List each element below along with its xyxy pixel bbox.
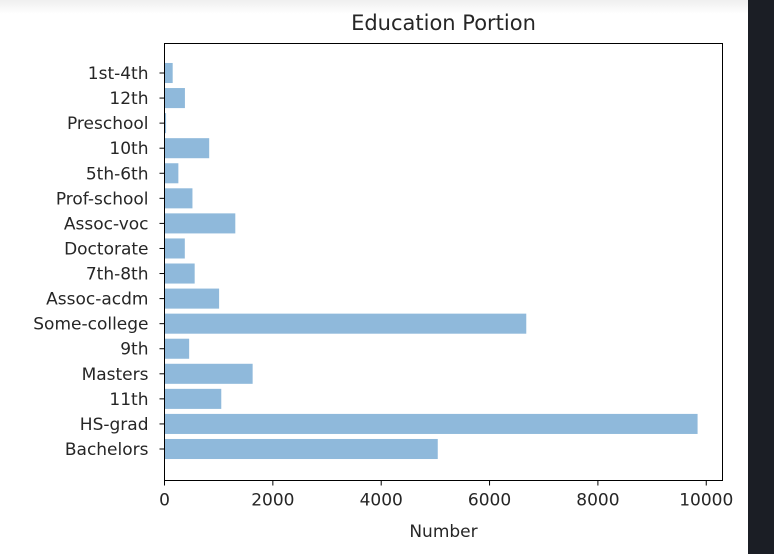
- bar-bachelors: [164, 438, 438, 460]
- bar-10th: [164, 138, 210, 159]
- bar-5th-6th: [164, 163, 179, 184]
- bar-11th: [164, 388, 222, 409]
- y-tick-label: 9th: [120, 340, 148, 360]
- y-tick-label: 1st-4th: [88, 64, 149, 84]
- bar-7th-8th: [164, 263, 195, 284]
- y-tick-label: 12th: [109, 89, 148, 109]
- bar-some-college: [164, 313, 527, 334]
- bar-assoc-voc: [164, 213, 236, 234]
- dark-side-panel: [748, 0, 774, 554]
- x-tick-label: 2000: [251, 491, 294, 511]
- y-tick-label: Masters: [82, 365, 149, 385]
- y-tick-label: Assoc-acdm: [46, 290, 148, 310]
- plot-frame: [164, 43, 723, 481]
- x-tick-label: 10000: [679, 491, 733, 511]
- y-tick-label: 7th-8th: [86, 265, 149, 285]
- y-tick-label: 11th: [109, 390, 148, 410]
- y-tick-label: HS-grad: [80, 415, 149, 435]
- bar-chart: Bachelors HS-grad 11th Masters 9th Some-colle…: [33, 11, 733, 542]
- x-axis: 0 2000 4000 6000 8000 10000: [159, 480, 733, 511]
- window-top-shadow: [0, 0, 748, 14]
- y-tick-label: Preschool: [67, 114, 149, 134]
- x-tick-label: 8000: [576, 491, 619, 511]
- bar-assoc-acdm: [164, 288, 220, 309]
- x-tick-label: 6000: [468, 491, 511, 511]
- y-tick-label: 5th-6th: [86, 164, 149, 184]
- x-tick-label: 0: [159, 491, 170, 511]
- bar-doctorate: [164, 238, 185, 259]
- bar-prof-school: [164, 188, 193, 209]
- bar-masters: [164, 363, 253, 384]
- x-axis-label: Number: [409, 522, 477, 542]
- y-tick-label: Some-college: [33, 315, 148, 335]
- chart-title: Education Portion: [351, 11, 536, 35]
- y-tick-label: Prof-school: [56, 189, 149, 209]
- bar-preschool: [164, 113, 167, 134]
- y-tick-label: Bachelors: [65, 440, 149, 460]
- x-tick-label: 4000: [360, 491, 403, 511]
- y-tick-label: Doctorate: [64, 239, 148, 259]
- bar-9th: [164, 338, 190, 359]
- bar-12th: [164, 88, 185, 109]
- bar-hs-grad: [164, 413, 698, 434]
- y-axis: Bachelors HS-grad 11th Masters 9th Some-colle…: [33, 64, 165, 460]
- bars-group: [164, 62, 698, 460]
- y-tick-label: Assoc-voc: [64, 214, 149, 234]
- y-tick-label: 10th: [109, 139, 148, 159]
- bar-1st-4th: [164, 62, 173, 84]
